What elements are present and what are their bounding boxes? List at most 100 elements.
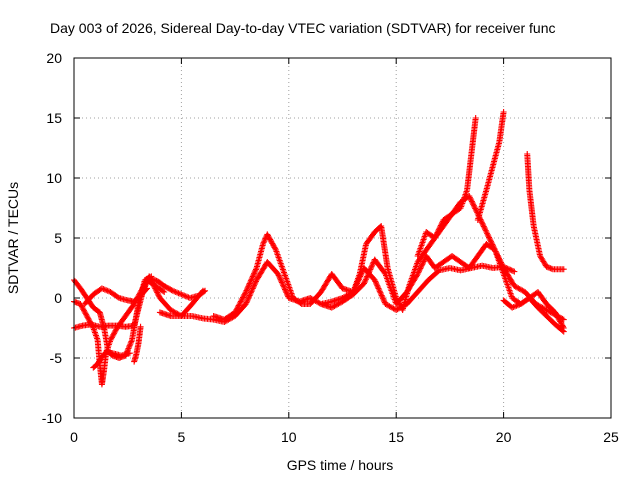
data-point [249,274,256,281]
data-point [245,293,252,300]
data-point [379,293,386,300]
data-points [71,109,567,388]
data-point [260,241,267,247]
data-point [374,284,381,291]
data-point [239,294,246,301]
data-point [472,205,479,212]
data-point [419,259,426,266]
data-point [232,309,239,316]
data-point [485,233,492,240]
data-point [243,287,250,294]
data-point [104,287,111,294]
axis-ticks: 0 5 10 15 20 25 -10 -5 0 5 10 15 20 [42,50,619,445]
data-point [78,303,85,310]
data-point [247,291,254,298]
data-point [367,266,374,273]
data-point [114,294,121,301]
x-axis-label: GPS time / hours [287,457,394,473]
data-point [374,282,381,289]
data-point [436,225,443,232]
data-point [277,276,284,283]
data-point [249,273,256,280]
data-point [252,278,259,285]
data-point [373,281,380,288]
data-point [367,265,374,272]
data-point [108,335,115,342]
series-track-n [141,275,209,301]
data-point [265,232,272,239]
data-point [271,244,278,251]
data-point [555,314,562,321]
data-point [89,323,96,330]
data-point [80,306,87,313]
data-point [360,280,367,287]
data-point [236,301,243,308]
data-point [379,295,386,302]
data-point [172,289,179,295]
y-tick-label: 10 [46,170,62,186]
data-point [260,239,267,246]
data-point [511,268,518,275]
data-point [416,266,423,273]
series-track-m [500,295,567,335]
data-point [250,272,257,279]
data-point [280,283,287,290]
data-point [363,274,370,281]
x-tick-label: 25 [603,429,619,445]
data-point [86,317,93,323]
data-point [83,311,90,318]
data-point [421,257,428,264]
data-point [420,258,427,265]
data-point [242,290,249,297]
data-point [175,290,182,297]
data-point [202,287,209,294]
data-point [417,265,424,272]
data-point [472,115,479,121]
chart-title: Day 003 of 2026, Sidereal Day-to-day VTE… [50,20,556,36]
data-point [297,300,304,307]
data-point [126,342,133,349]
data-point [184,293,191,300]
data-point [369,262,376,269]
data-point [245,283,252,290]
data-point [414,271,421,277]
data-point [361,279,368,286]
data-point [242,301,249,307]
data-point [560,328,567,335]
data-point [513,302,520,309]
data-point [512,303,519,310]
data-point [364,273,371,280]
data-point [380,296,387,303]
data-point [249,285,256,292]
data-point [251,282,258,289]
data-point [479,220,486,227]
data-point [433,232,440,239]
data-point [235,302,242,309]
data-point [252,266,259,273]
data-point [466,194,473,201]
y-tick-label: 5 [54,230,62,246]
data-point [111,330,118,337]
data-point [109,333,116,339]
data-point [278,279,285,286]
data-point [237,299,244,306]
data-point [270,243,277,250]
data-point [362,276,369,283]
data-point [101,286,108,293]
data-point [510,304,517,310]
data-point [251,270,258,277]
data-point [244,296,251,303]
data-point [247,277,254,284]
data-point [272,245,279,252]
data-point [251,281,258,288]
data-point [88,321,95,327]
x-tick-label: 0 [70,429,78,445]
data-point [480,222,487,229]
data-point [378,291,385,298]
data-point [486,234,493,241]
data-point [107,337,114,343]
data-point [154,289,161,296]
data-point [169,287,176,294]
data-point [375,285,382,292]
data-point [242,289,249,295]
